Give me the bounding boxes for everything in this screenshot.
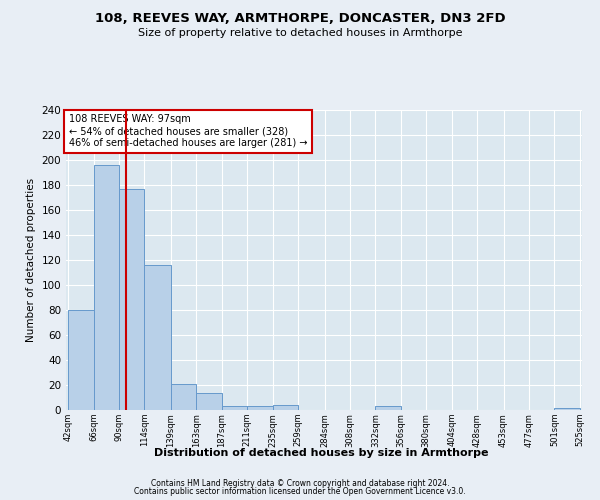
- Text: Distribution of detached houses by size in Armthorpe: Distribution of detached houses by size …: [154, 448, 488, 458]
- Y-axis label: Number of detached properties: Number of detached properties: [26, 178, 36, 342]
- Text: Contains public sector information licensed under the Open Government Licence v3: Contains public sector information licen…: [134, 487, 466, 496]
- Bar: [94, 165, 119, 410]
- Bar: [171, 384, 196, 410]
- Bar: [376, 406, 401, 410]
- Bar: [272, 405, 298, 410]
- Bar: [119, 188, 145, 410]
- Text: 108 REEVES WAY: 97sqm
← 54% of detached houses are smaller (328)
46% of semi-det: 108 REEVES WAY: 97sqm ← 54% of detached …: [68, 114, 307, 148]
- Text: 108, REEVES WAY, ARMTHORPE, DONCASTER, DN3 2FD: 108, REEVES WAY, ARMTHORPE, DONCASTER, D…: [95, 12, 505, 26]
- Bar: [196, 392, 222, 410]
- Bar: [222, 406, 247, 410]
- Bar: [554, 408, 580, 410]
- Text: Size of property relative to detached houses in Armthorpe: Size of property relative to detached ho…: [138, 28, 462, 38]
- Bar: [247, 406, 272, 410]
- Bar: [145, 265, 171, 410]
- Bar: [68, 310, 94, 410]
- Text: Contains HM Land Registry data © Crown copyright and database right 2024.: Contains HM Land Registry data © Crown c…: [151, 478, 449, 488]
